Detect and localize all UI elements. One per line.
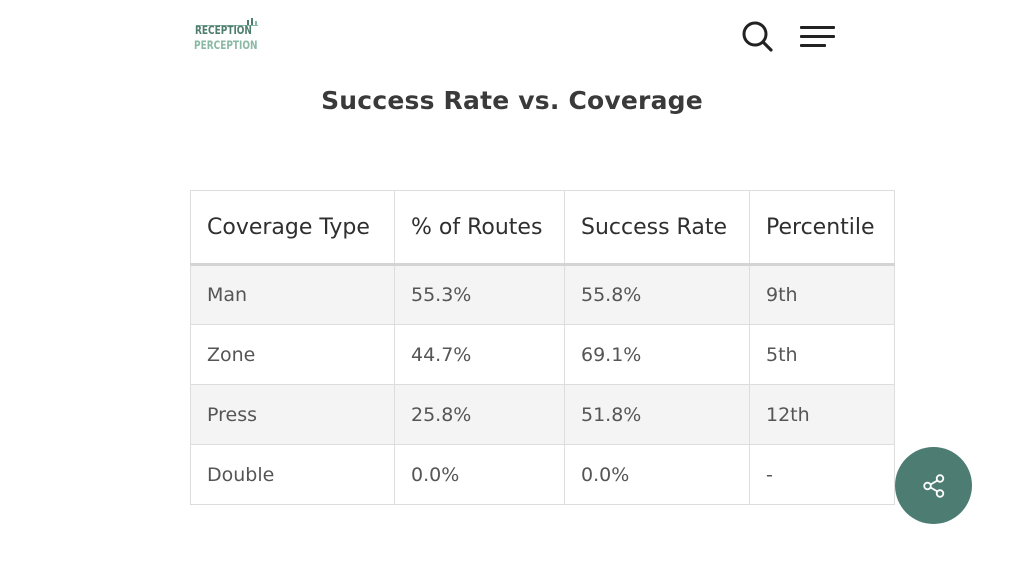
table-cell: 9th — [749, 264, 895, 325]
table-cell: Press — [190, 384, 395, 445]
table-cell: 51.8% — [564, 384, 750, 445]
table-cell: 69.1% — [564, 324, 750, 385]
column-header-success-rate: Success Rate — [564, 190, 750, 266]
table-row: Double 0.0% 0.0% - — [190, 444, 895, 505]
table-cell: 55.8% — [564, 264, 750, 325]
table-cell: 5th — [749, 324, 895, 385]
share-button[interactable] — [895, 447, 972, 524]
column-header-percentile: Percentile — [749, 190, 895, 266]
table-cell: 0.0% — [564, 444, 750, 505]
table-row: Man 55.3% 55.8% 9th — [190, 264, 895, 325]
table-cell: 44.7% — [394, 324, 565, 385]
page-title: Success Rate vs. Coverage — [321, 86, 703, 115]
hamburger-menu-icon — [800, 26, 835, 47]
table-cell: 55.3% — [394, 264, 565, 325]
coverage-table: Coverage Type % of Routes Success Rate P… — [190, 190, 895, 505]
table-cell: Zone — [190, 324, 395, 385]
table-cell: 0.0% — [394, 444, 565, 505]
column-header-coverage-type: Coverage Type — [190, 190, 395, 266]
table-row: Press 25.8% 51.8% 12th — [190, 384, 895, 445]
menu-button[interactable] — [798, 22, 838, 52]
site-logo[interactable]: RECEPTION PERCEPTION — [191, 18, 263, 58]
table-cell: - — [749, 444, 895, 505]
table-cell: 25.8% — [394, 384, 565, 445]
logo-bars-icon — [196, 18, 258, 26]
search-icon — [742, 21, 773, 52]
table-header-row: Coverage Type % of Routes Success Rate P… — [190, 190, 895, 266]
logo-text-line2: PERCEPTION — [194, 38, 258, 52]
table-row: Zone 44.7% 69.1% 5th — [190, 324, 895, 385]
search-button[interactable] — [740, 20, 774, 54]
logo-text-line1: RECEPTION — [195, 23, 252, 37]
table-cell: Double — [190, 444, 395, 505]
coverage-table-wrapper: Coverage Type % of Routes Success Rate P… — [190, 190, 895, 505]
table-cell: 12th — [749, 384, 895, 445]
column-header-percent-routes: % of Routes — [394, 190, 565, 266]
table-cell: Man — [190, 264, 395, 325]
share-icon — [922, 473, 944, 498]
